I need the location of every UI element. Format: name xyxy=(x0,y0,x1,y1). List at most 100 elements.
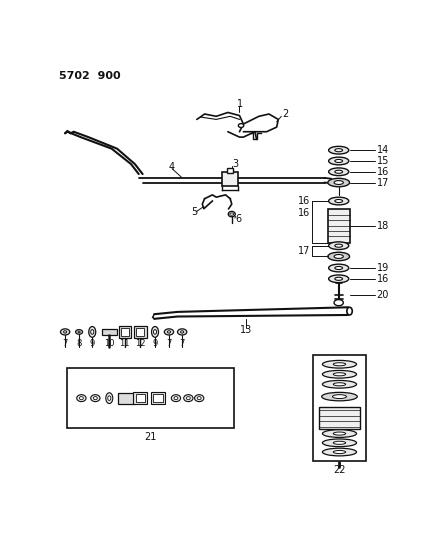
Ellipse shape xyxy=(322,370,357,378)
Text: 9: 9 xyxy=(152,339,158,348)
Text: 18: 18 xyxy=(377,221,389,231)
Bar xyxy=(134,326,146,338)
Ellipse shape xyxy=(152,327,158,337)
Text: 3: 3 xyxy=(232,159,239,169)
Bar xyxy=(328,209,350,243)
Ellipse shape xyxy=(329,264,349,272)
Ellipse shape xyxy=(187,397,190,400)
Ellipse shape xyxy=(93,397,97,400)
Ellipse shape xyxy=(335,159,342,163)
Bar xyxy=(151,392,165,405)
Ellipse shape xyxy=(322,360,357,368)
Ellipse shape xyxy=(60,329,70,335)
Text: 11: 11 xyxy=(119,339,130,348)
Ellipse shape xyxy=(108,396,111,400)
Bar xyxy=(223,172,238,185)
Text: 16: 16 xyxy=(298,208,311,219)
Text: 12: 12 xyxy=(135,339,146,348)
Bar xyxy=(68,368,234,428)
Text: 21: 21 xyxy=(144,432,157,442)
Ellipse shape xyxy=(230,213,234,215)
Ellipse shape xyxy=(334,181,343,184)
Ellipse shape xyxy=(174,397,178,400)
Ellipse shape xyxy=(80,397,83,400)
Text: 19: 19 xyxy=(377,263,389,273)
Ellipse shape xyxy=(181,331,184,333)
Ellipse shape xyxy=(329,242,349,249)
Text: 20: 20 xyxy=(377,290,389,300)
Ellipse shape xyxy=(329,197,349,205)
Text: 14: 14 xyxy=(377,145,389,155)
Text: 5702  900: 5702 900 xyxy=(59,71,121,81)
Bar xyxy=(313,355,366,461)
Ellipse shape xyxy=(77,394,86,401)
Ellipse shape xyxy=(322,439,357,447)
Text: 7: 7 xyxy=(179,339,185,348)
Bar xyxy=(136,394,145,402)
Ellipse shape xyxy=(329,157,349,165)
Ellipse shape xyxy=(347,308,352,315)
Ellipse shape xyxy=(197,397,201,400)
Ellipse shape xyxy=(335,199,342,203)
Ellipse shape xyxy=(76,329,83,334)
Ellipse shape xyxy=(238,124,244,127)
Ellipse shape xyxy=(333,432,346,435)
Text: 4: 4 xyxy=(168,162,174,172)
Ellipse shape xyxy=(329,275,349,282)
Ellipse shape xyxy=(334,300,343,306)
Ellipse shape xyxy=(228,212,235,217)
Text: 15: 15 xyxy=(377,156,389,166)
Ellipse shape xyxy=(329,147,349,154)
Ellipse shape xyxy=(64,331,67,333)
Ellipse shape xyxy=(178,329,187,335)
Bar xyxy=(227,168,233,173)
Ellipse shape xyxy=(329,168,349,175)
Text: 5: 5 xyxy=(191,207,198,217)
Text: 8: 8 xyxy=(76,339,82,348)
Bar xyxy=(118,393,135,403)
Text: 13: 13 xyxy=(240,325,252,335)
Ellipse shape xyxy=(335,244,342,247)
Ellipse shape xyxy=(328,179,350,187)
Ellipse shape xyxy=(322,392,357,401)
Ellipse shape xyxy=(91,394,100,401)
Ellipse shape xyxy=(167,331,170,333)
Ellipse shape xyxy=(333,383,346,386)
Text: 6: 6 xyxy=(236,214,242,224)
Text: 9: 9 xyxy=(89,339,95,348)
Ellipse shape xyxy=(335,266,342,270)
Ellipse shape xyxy=(184,394,193,401)
Bar xyxy=(137,328,144,336)
Text: 16: 16 xyxy=(298,196,311,206)
Ellipse shape xyxy=(335,149,342,152)
Ellipse shape xyxy=(154,329,157,334)
Ellipse shape xyxy=(322,430,357,438)
Ellipse shape xyxy=(195,394,204,401)
Ellipse shape xyxy=(91,329,94,334)
Ellipse shape xyxy=(89,327,96,337)
Ellipse shape xyxy=(333,450,346,454)
Bar xyxy=(319,407,360,429)
Text: 16: 16 xyxy=(377,274,389,284)
Text: 7: 7 xyxy=(62,339,68,348)
Ellipse shape xyxy=(334,255,343,259)
Text: 1: 1 xyxy=(237,99,243,109)
Bar xyxy=(134,392,147,405)
Ellipse shape xyxy=(333,373,346,376)
Ellipse shape xyxy=(333,441,346,445)
Text: 10: 10 xyxy=(104,339,115,348)
Ellipse shape xyxy=(333,394,346,399)
Ellipse shape xyxy=(328,252,350,261)
Text: 17: 17 xyxy=(298,246,311,256)
Text: 16: 16 xyxy=(377,167,389,177)
Bar xyxy=(154,394,163,402)
Bar xyxy=(101,329,117,335)
Bar xyxy=(121,328,129,336)
Text: 22: 22 xyxy=(333,465,346,475)
Ellipse shape xyxy=(171,394,181,401)
Ellipse shape xyxy=(335,170,342,173)
Ellipse shape xyxy=(333,363,346,366)
Ellipse shape xyxy=(78,331,80,333)
Ellipse shape xyxy=(335,277,342,280)
Text: 2: 2 xyxy=(282,109,288,119)
